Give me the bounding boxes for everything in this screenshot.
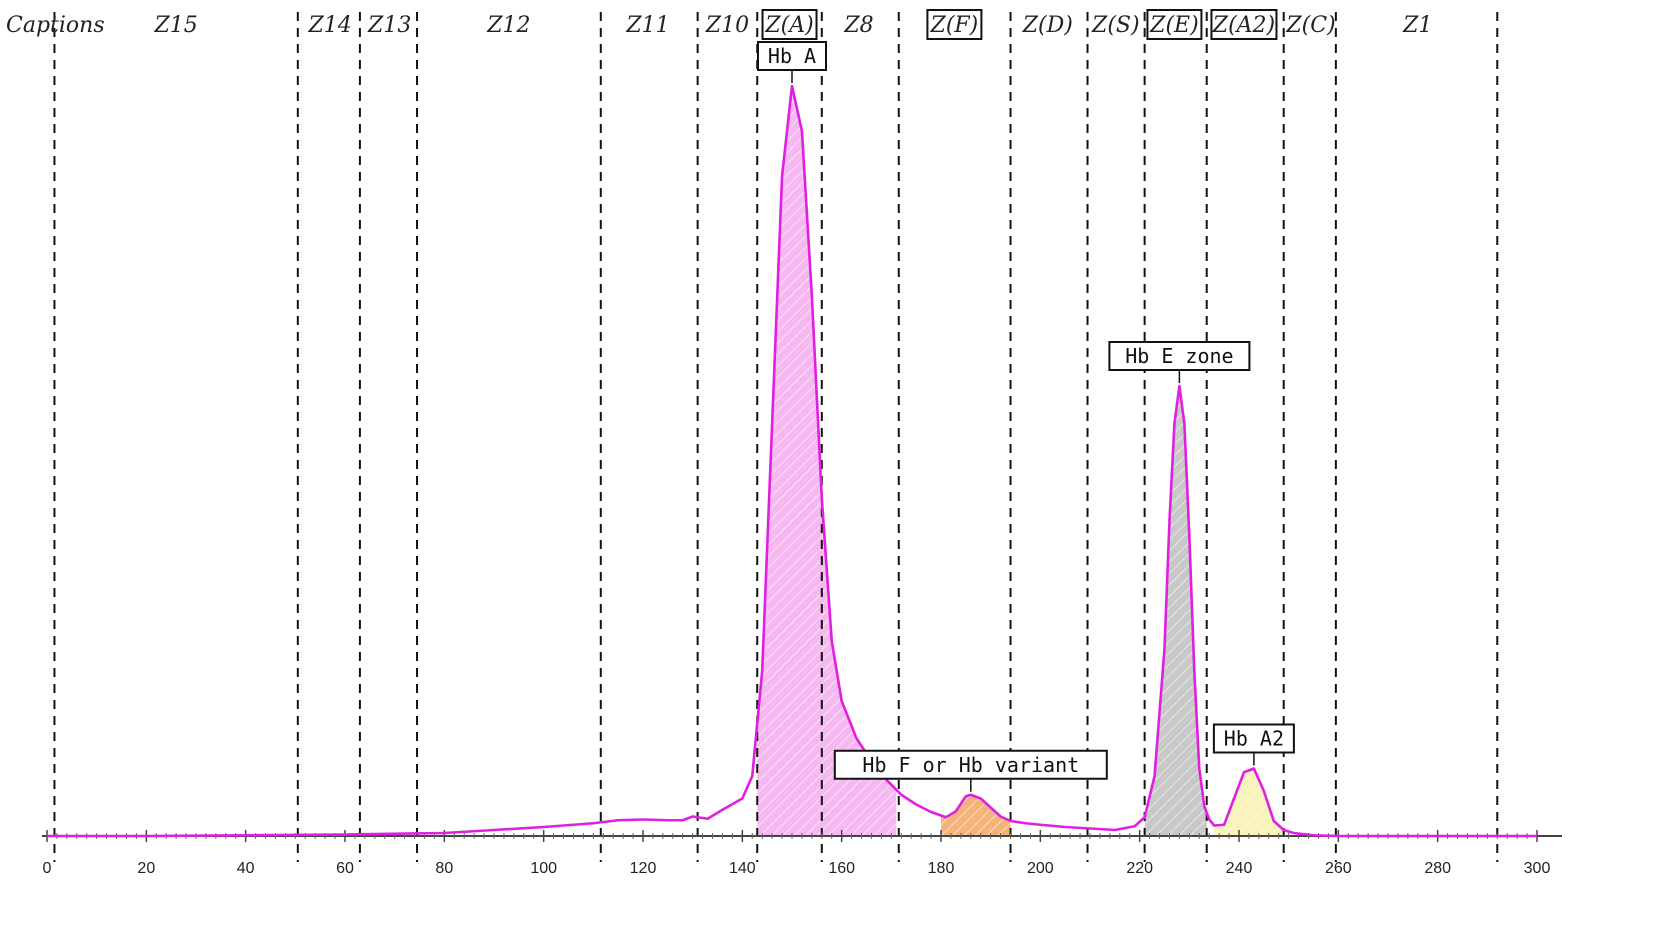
peak-label: Hb A2 — [1224, 727, 1284, 751]
peak-label: Hb E zone — [1125, 344, 1233, 368]
x-tick-label: 80 — [435, 860, 453, 877]
x-tick-label: 200 — [1027, 860, 1054, 877]
zone-label: Z11 — [625, 13, 669, 38]
peak-area-fills — [757, 86, 1284, 836]
zone-label: Z(E) — [1149, 13, 1199, 38]
zone-label: Z(A) — [764, 13, 813, 38]
x-tick-label: 40 — [237, 860, 255, 877]
zone-label: Z14 — [307, 13, 351, 38]
zone-label: Z(D) — [1022, 13, 1073, 38]
x-tick-label: 100 — [530, 860, 557, 877]
zone-label-box — [926, 9, 983, 40]
x-tick-label: 140 — [729, 860, 756, 877]
x-tick-label: 120 — [630, 860, 657, 877]
x-tick-label: 60 — [336, 860, 354, 877]
zone-label-box — [761, 9, 818, 40]
x-tick-label: 300 — [1524, 860, 1551, 877]
peak-area-hatch — [1144, 386, 1207, 836]
x-tick-label: 240 — [1226, 860, 1253, 877]
peak-label: Hb F or Hb variant — [862, 753, 1079, 777]
zone-label: Z1 — [1402, 13, 1432, 38]
peak-label-box — [1212, 723, 1295, 754]
zone-label: Z8 — [843, 13, 873, 38]
zone-label: Z(F) — [930, 13, 979, 38]
zone-label: Z(A2) — [1212, 13, 1275, 38]
zone-label: Z(S) — [1091, 13, 1140, 38]
zone-label: Z13 — [367, 13, 411, 38]
peak-label-box — [833, 749, 1108, 780]
zone-labels: Captions Z15 Z14 Z13 Z12 Z11 Z10 Z(A) Z8 Z(F) Z(D… — [6, 9, 1432, 40]
peak-area-hatch — [941, 794, 1011, 836]
zone-label: Z12 — [486, 13, 530, 38]
x-tick-label: 280 — [1424, 860, 1451, 877]
peak-area-hatch — [1214, 768, 1284, 836]
peak-label-box — [1108, 341, 1251, 371]
x-tick-label: 220 — [1126, 860, 1153, 877]
peak-area-hatch — [757, 86, 897, 836]
zone-label-box — [1210, 9, 1278, 40]
peak-labels: Hb A Hb F or Hb variant Hb E zone Hb A2 — [757, 41, 1295, 792]
zone-label-box — [1146, 9, 1203, 40]
zone-label: Z(C) — [1285, 13, 1335, 38]
caption-title: Captions — [6, 13, 105, 38]
trace-line — [47, 84, 1537, 838]
x-tick-label: 20 — [137, 860, 155, 877]
zone-label: Z10 — [705, 13, 749, 38]
x-tick-label: 0 — [43, 860, 52, 877]
trace-series — [47, 84, 1537, 838]
x-tick-label: 160 — [828, 860, 855, 877]
x-tick-label: 180 — [928, 860, 955, 877]
x-tick-label: 260 — [1325, 860, 1352, 877]
peak-label: Hb A — [768, 44, 816, 68]
zone-label: Z15 — [153, 13, 197, 38]
peak-label-box — [757, 41, 827, 71]
